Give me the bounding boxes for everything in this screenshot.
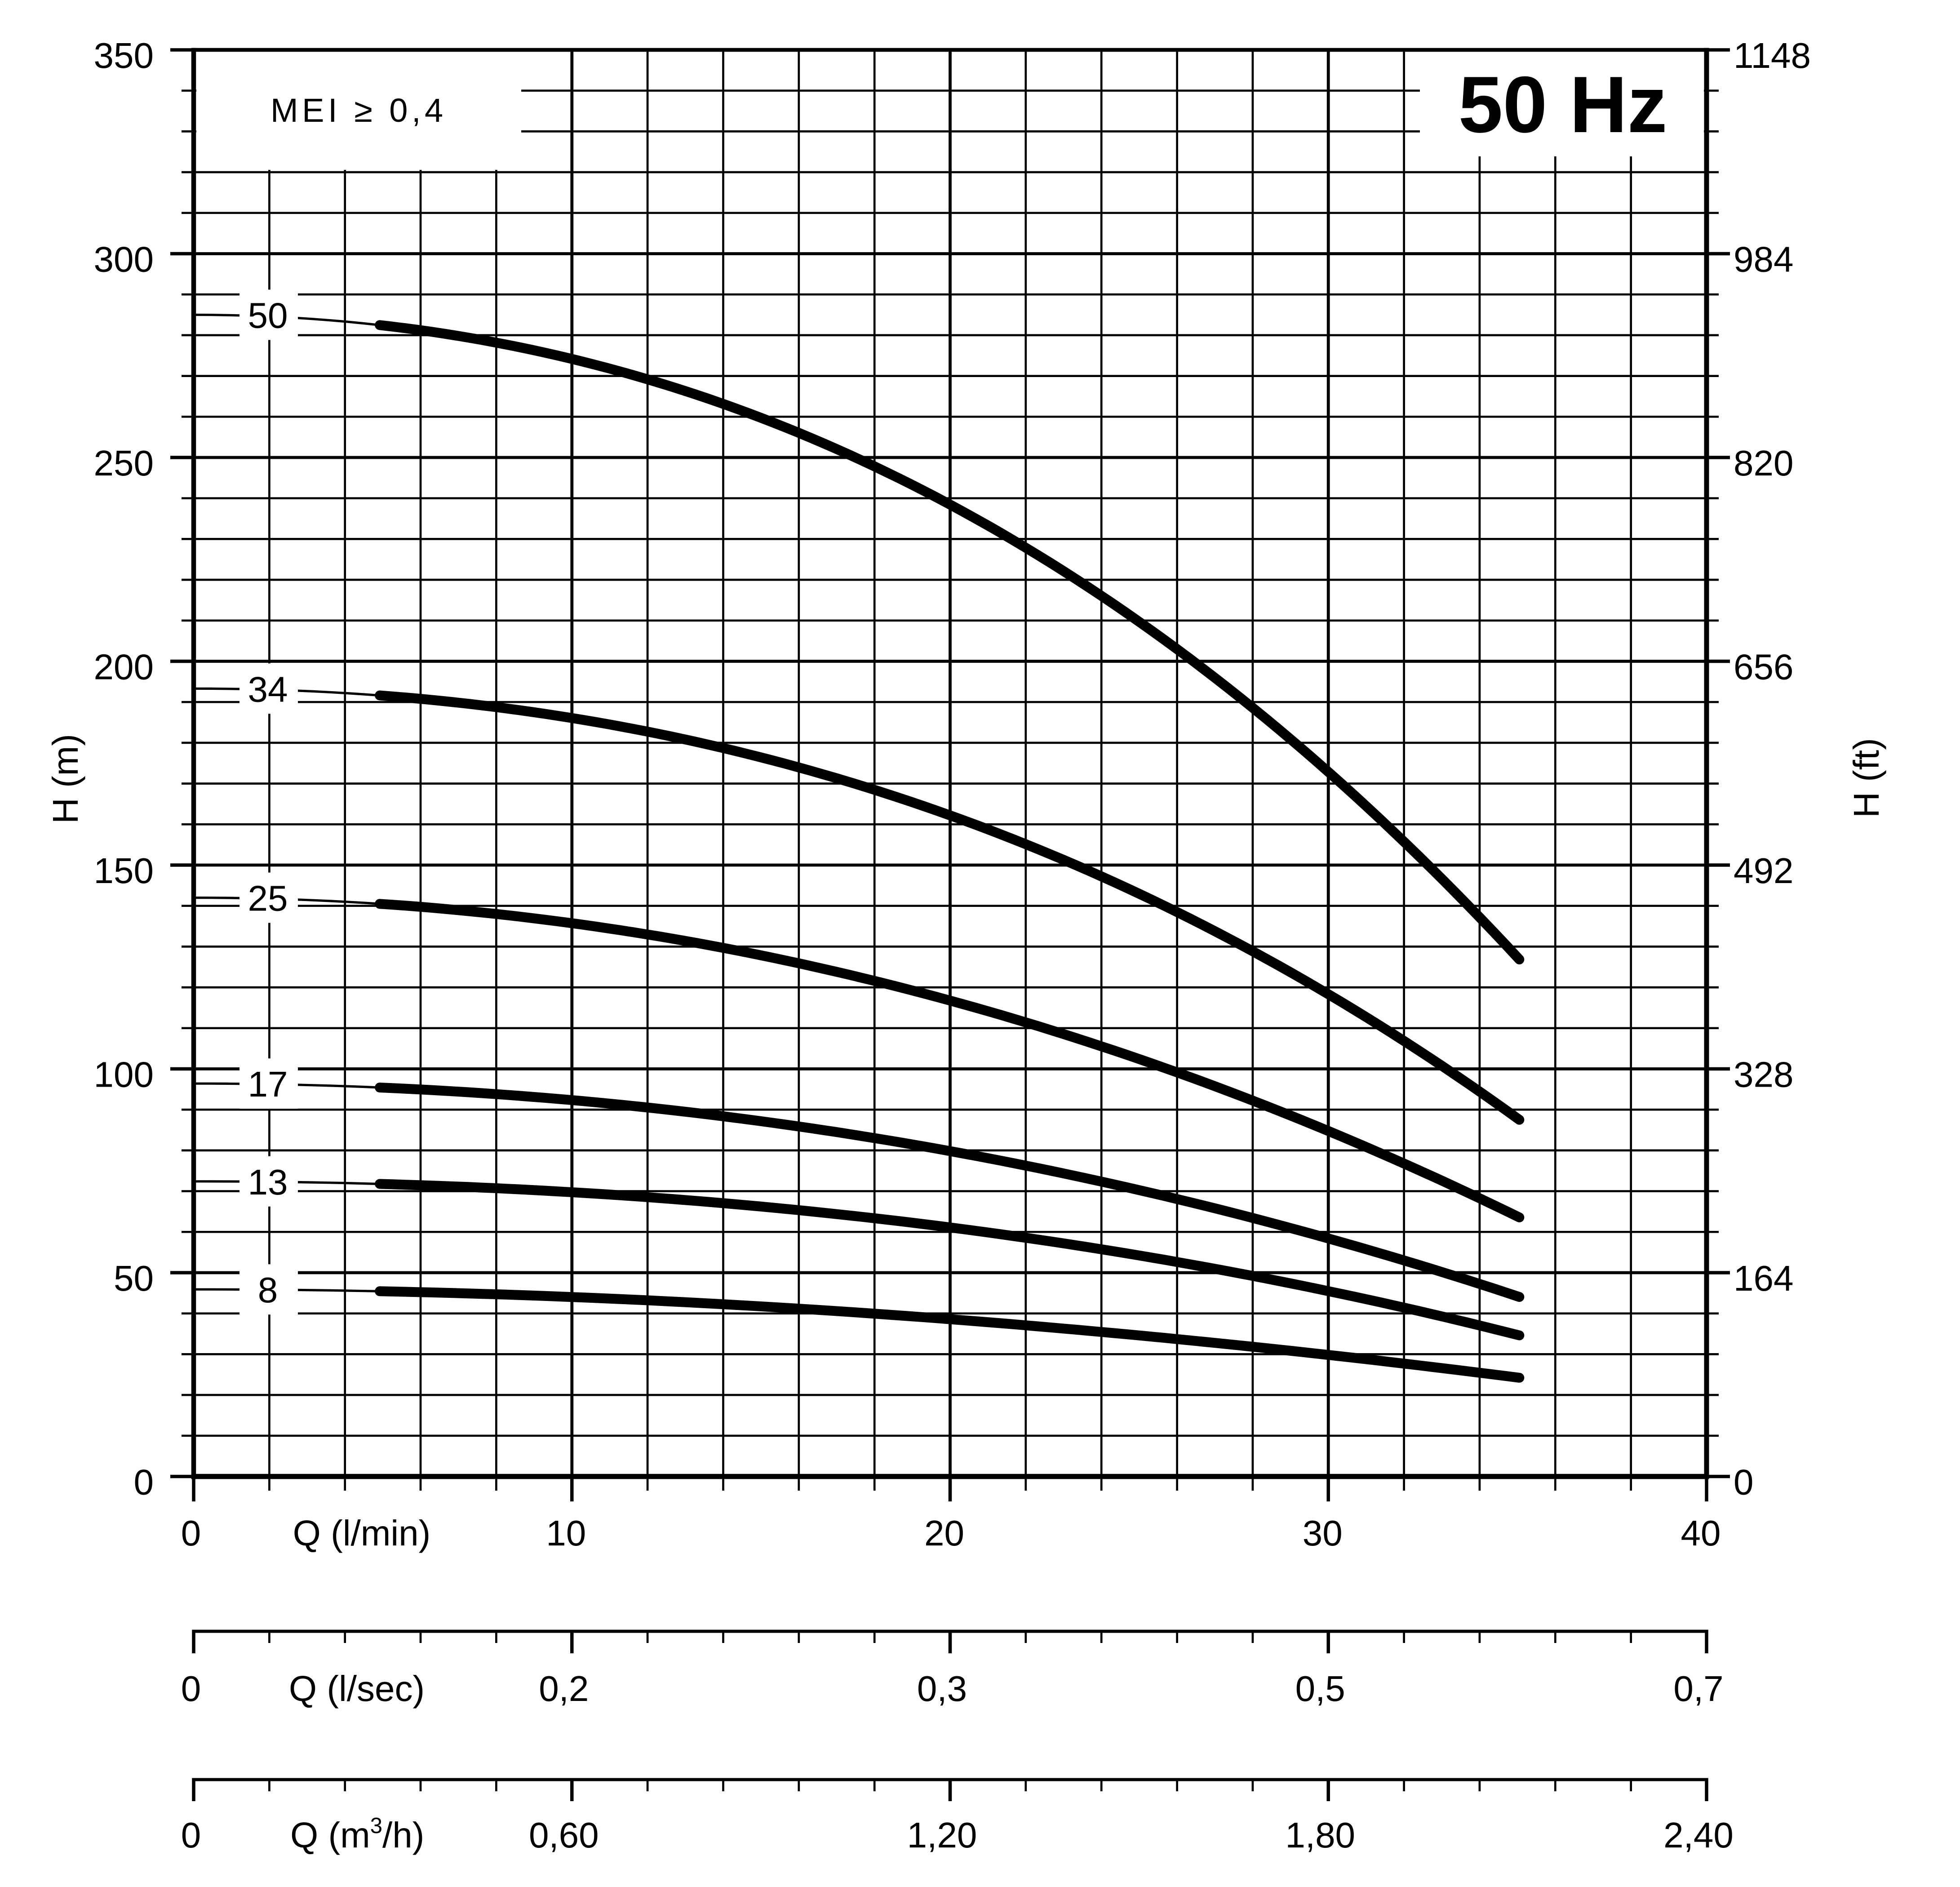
svg-text:H (ft): H (ft) (1846, 738, 1886, 818)
svg-text:0,2: 0,2 (539, 1669, 589, 1709)
svg-text:Q (l/min): Q (l/min) (293, 1513, 431, 1553)
svg-text:328: 328 (1734, 1055, 1793, 1095)
svg-text:250: 250 (94, 443, 154, 483)
svg-text:150: 150 (94, 851, 154, 891)
svg-text:H (m): H (m) (45, 734, 85, 824)
svg-text:0: 0 (1734, 1462, 1754, 1502)
svg-text:350: 350 (94, 36, 154, 75)
svg-text:MEI ≥ 0,4: MEI ≥ 0,4 (270, 92, 447, 129)
svg-text:0: 0 (181, 1815, 201, 1855)
svg-text:34: 34 (248, 669, 288, 709)
svg-text:0: 0 (181, 1513, 201, 1553)
svg-text:20: 20 (924, 1513, 964, 1553)
svg-text:0,7: 0,7 (1673, 1669, 1723, 1709)
svg-text:0,5: 0,5 (1295, 1669, 1345, 1709)
svg-text:0,60: 0,60 (529, 1815, 599, 1855)
svg-text:656: 656 (1734, 647, 1793, 687)
svg-text:13: 13 (248, 1162, 288, 1202)
svg-text:200: 200 (94, 647, 154, 687)
svg-text:300: 300 (94, 240, 154, 280)
svg-text:Q (m3/h): Q (m3/h) (290, 1814, 424, 1855)
svg-text:1,80: 1,80 (1285, 1815, 1355, 1855)
svg-text:40: 40 (1681, 1513, 1721, 1553)
svg-text:0: 0 (134, 1462, 154, 1502)
svg-text:25: 25 (248, 879, 288, 919)
svg-text:10: 10 (546, 1513, 586, 1553)
svg-text:0: 0 (181, 1669, 201, 1709)
svg-text:50: 50 (114, 1258, 154, 1298)
svg-text:17: 17 (248, 1064, 288, 1104)
svg-text:0,3: 0,3 (917, 1669, 967, 1709)
svg-text:492: 492 (1734, 851, 1793, 891)
svg-text:50 Hz: 50 Hz (1459, 60, 1667, 149)
svg-text:1,20: 1,20 (907, 1815, 977, 1855)
svg-text:820: 820 (1734, 443, 1793, 483)
svg-text:164: 164 (1734, 1258, 1793, 1298)
svg-text:Q (l/sec): Q (l/sec) (289, 1669, 425, 1709)
svg-text:100: 100 (94, 1055, 154, 1095)
svg-text:984: 984 (1734, 240, 1793, 280)
svg-text:1148: 1148 (1734, 36, 1811, 75)
svg-text:2,40: 2,40 (1663, 1815, 1734, 1855)
svg-text:50: 50 (248, 296, 288, 336)
svg-text:30: 30 (1303, 1513, 1343, 1553)
svg-text:8: 8 (258, 1270, 278, 1310)
